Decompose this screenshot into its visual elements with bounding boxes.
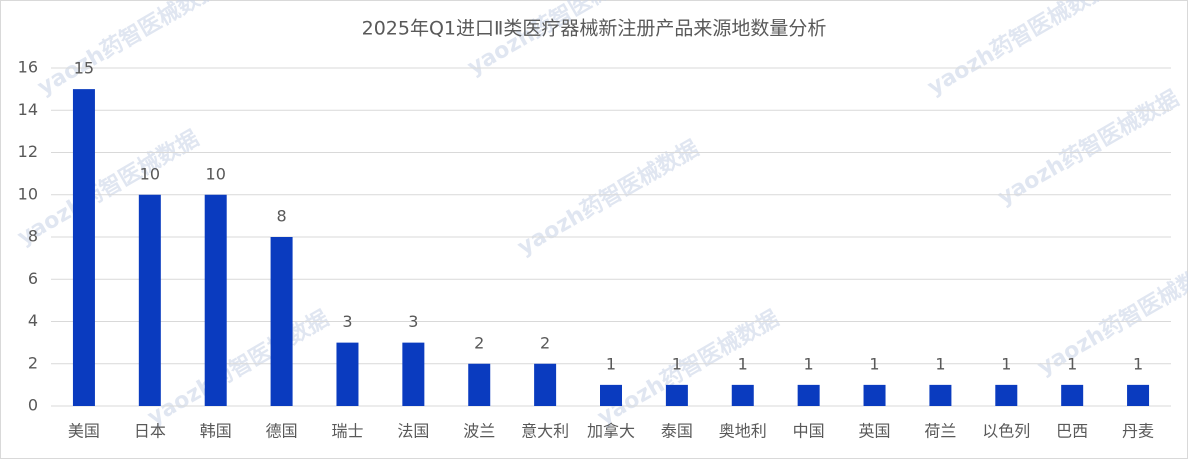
bar [534, 363, 557, 406]
data-label: 10 [206, 164, 226, 183]
data-label: 1 [1067, 354, 1077, 373]
y-tick-label: 0 [28, 396, 38, 415]
bar [995, 384, 1018, 406]
x-tick-label: 波兰 [463, 422, 495, 441]
x-tick-label: 丹麦 [1122, 422, 1154, 441]
data-label: 1 [935, 354, 945, 373]
bar [797, 384, 820, 406]
data-label: 1 [1001, 354, 1011, 373]
y-tick-label: 16 [18, 58, 38, 77]
chart-title: 2025年Q1进口Ⅱ类医疗器械新注册产品来源地数量分析 [362, 18, 827, 40]
data-label: 1 [1133, 354, 1143, 373]
bar [204, 194, 227, 406]
bar [600, 384, 622, 406]
data-label: 1 [804, 354, 814, 373]
y-tick-label: 8 [28, 227, 38, 246]
data-label: 10 [140, 164, 160, 183]
data-label: 2 [540, 333, 550, 352]
bar [929, 384, 952, 406]
x-tick-label: 巴西 [1056, 422, 1088, 441]
data-label: 8 [276, 207, 286, 226]
x-tick-label: 意大利 [521, 422, 569, 441]
y-tick-label: 14 [18, 100, 38, 119]
data-label: 3 [408, 312, 418, 331]
y-tick-label: 10 [18, 184, 38, 203]
bar [665, 384, 688, 406]
bar [1127, 384, 1150, 406]
x-tick-label: 法国 [397, 422, 429, 441]
x-tick-label: 奥地利 [719, 422, 767, 441]
x-tick-label: 以色列 [982, 422, 1030, 441]
data-label: 2 [474, 333, 484, 352]
x-tick-label: 中国 [793, 422, 825, 441]
x-tick-label: 加拿大 [587, 422, 635, 441]
bar [468, 363, 491, 406]
x-tick-label: 德国 [266, 422, 298, 441]
x-tick-label: 韩国 [200, 422, 232, 441]
y-tick-label: 12 [18, 142, 38, 161]
data-label: 1 [869, 354, 879, 373]
bar [1061, 384, 1084, 406]
x-tick-label: 泰国 [661, 422, 693, 441]
bar [270, 237, 293, 406]
data-label: 1 [672, 354, 682, 373]
data-label: 3 [342, 312, 352, 331]
x-tick-label: 美国 [68, 422, 100, 441]
bar [72, 89, 95, 406]
bar [138, 194, 161, 406]
x-tick-label: 日本 [134, 422, 166, 441]
y-tick-label: 4 [28, 311, 38, 330]
data-label: 1 [738, 354, 748, 373]
data-label: 15 [74, 59, 94, 78]
y-tick-label: 2 [28, 353, 38, 372]
bar [731, 384, 754, 406]
x-tick-label: 瑞士 [331, 422, 363, 441]
bar [402, 342, 425, 406]
data-label: 1 [606, 354, 616, 373]
x-tick-label: 英国 [859, 422, 891, 441]
y-tick-label: 6 [28, 269, 38, 288]
x-tick-label: 荷兰 [924, 422, 956, 441]
bar [336, 342, 359, 406]
bar [863, 384, 886, 406]
